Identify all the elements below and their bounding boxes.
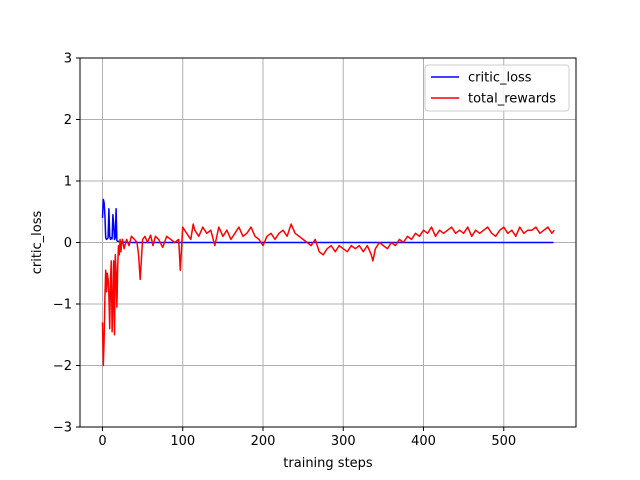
y-axis-label: critic_loss (30, 210, 45, 274)
y-tick-label: 2 (64, 113, 72, 128)
y-tick-label: −1 (53, 298, 72, 313)
series-layer (101, 198, 555, 367)
legend-label-critic-loss: critic_loss (468, 71, 532, 86)
y-tick-label: 0 (64, 236, 72, 251)
series-line-total-rewards (101, 223, 555, 367)
legend: critic_loss total_rewards (424, 64, 570, 112)
ticks: 0 100 200 300 400 500 −3 −2 −1 0 1 2 3 (53, 52, 516, 450)
x-tick-label: 400 (411, 434, 436, 449)
y-tick-label: −2 (53, 359, 72, 374)
x-axis-label: training steps (283, 456, 373, 471)
legend-label-total-rewards: total_rewards (468, 92, 556, 107)
x-tick-label: 300 (331, 434, 356, 449)
x-tick-label: 500 (491, 434, 516, 449)
legend-box (424, 64, 570, 112)
y-tick-label: −3 (53, 421, 72, 436)
x-tick-label: 100 (170, 434, 195, 449)
y-tick-label: 3 (64, 52, 72, 67)
x-tick-label: 200 (251, 434, 276, 449)
x-tick-label: 0 (98, 434, 106, 449)
y-tick-label: 1 (64, 175, 72, 190)
series-line-critic-loss (101, 198, 554, 244)
